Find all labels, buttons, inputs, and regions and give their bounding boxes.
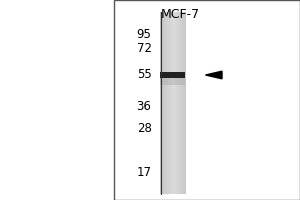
Text: 28: 28 bbox=[136, 122, 152, 136]
Text: 55: 55 bbox=[137, 68, 152, 82]
Text: 36: 36 bbox=[136, 100, 152, 114]
Bar bbox=[160, 78, 185, 85]
Text: 95: 95 bbox=[136, 28, 152, 42]
Bar bbox=[114, 0, 300, 200]
Text: 72: 72 bbox=[136, 43, 152, 55]
Bar bbox=[160, 72, 185, 78]
Text: 17: 17 bbox=[136, 166, 152, 180]
Text: MCF-7: MCF-7 bbox=[160, 8, 200, 21]
Polygon shape bbox=[206, 71, 222, 79]
